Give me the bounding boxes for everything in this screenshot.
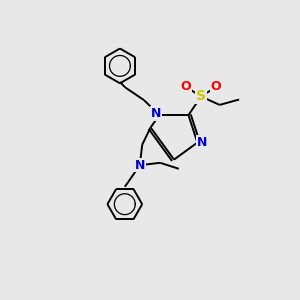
Text: O: O (211, 80, 221, 93)
Text: N: N (135, 159, 145, 172)
Text: S: S (196, 89, 206, 103)
Text: N: N (151, 107, 161, 120)
Text: O: O (181, 80, 191, 93)
Text: N: N (196, 136, 207, 148)
